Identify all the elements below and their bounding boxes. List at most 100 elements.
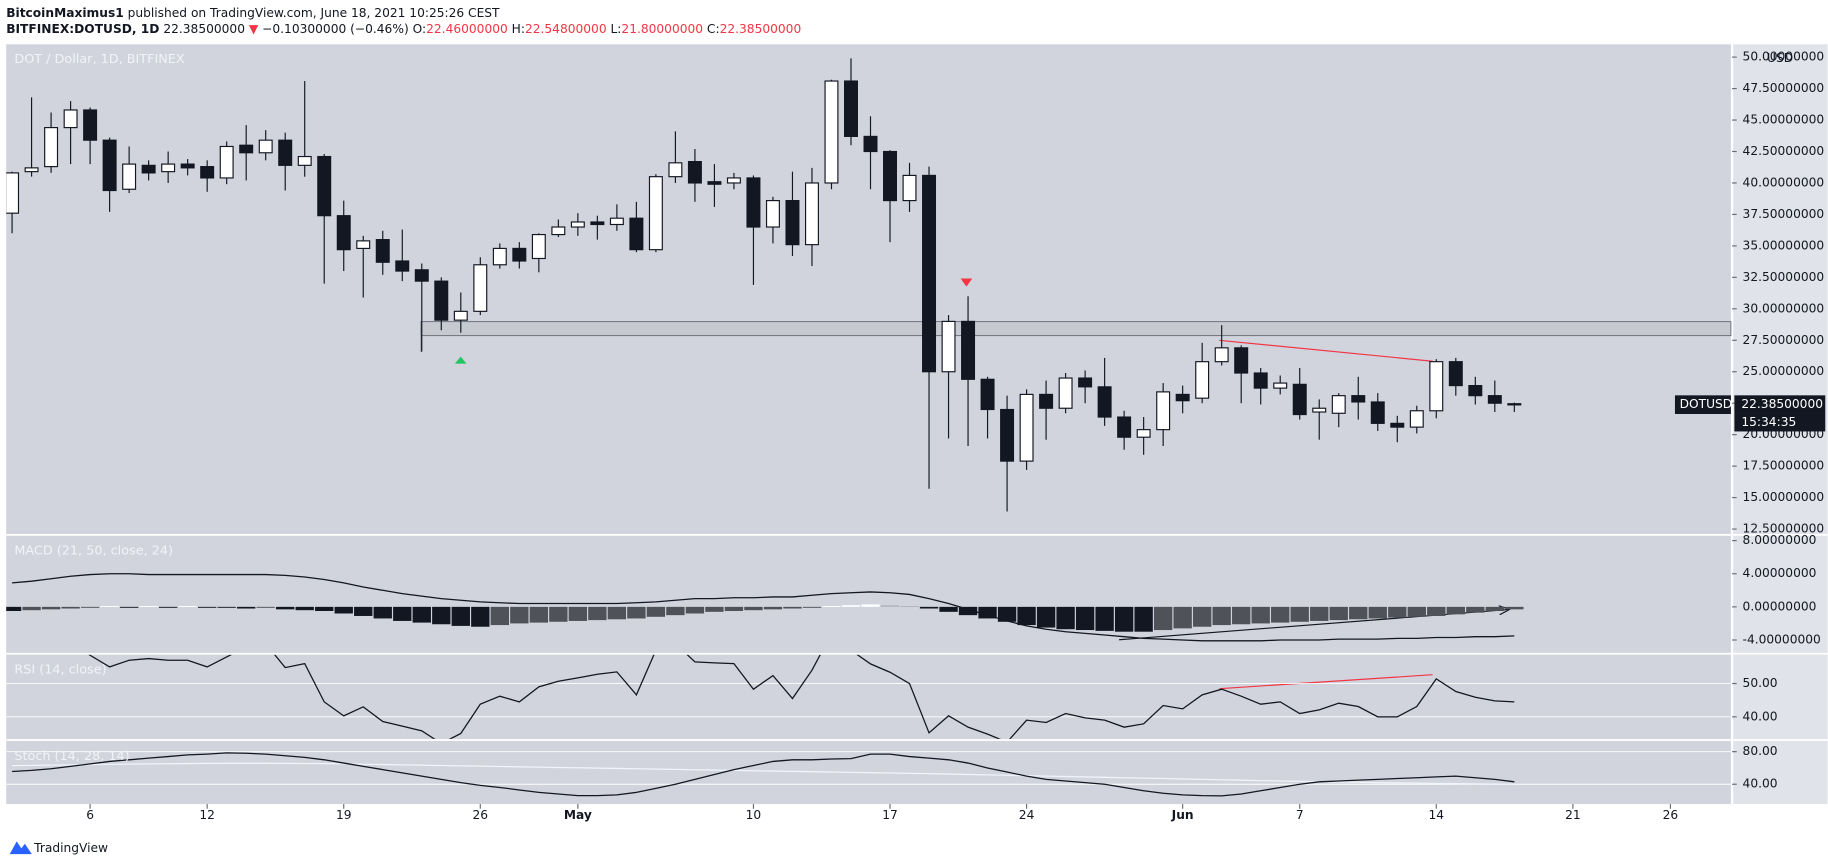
macd-histogram-bar xyxy=(783,606,802,609)
macd-histogram-bar xyxy=(1134,606,1153,632)
candle-body xyxy=(512,247,527,262)
candle-body xyxy=(395,260,410,272)
candle-body xyxy=(590,221,605,226)
candle-body xyxy=(980,378,995,411)
macd-histogram-bar xyxy=(256,606,275,608)
currency: USD xyxy=(1767,51,1793,65)
macd-histogram-bar xyxy=(627,606,646,619)
macd-histogram-bar xyxy=(1173,606,1192,629)
candle-body xyxy=(1487,395,1502,404)
candle-body xyxy=(1409,410,1424,428)
macd-histogram-bar xyxy=(1251,606,1270,624)
macd-histogram-bar xyxy=(354,606,373,616)
macd-histogram-bar xyxy=(588,606,607,621)
candle-body xyxy=(239,144,254,154)
pane-candlestick xyxy=(6,58,1522,512)
macd-histogram-bar xyxy=(1017,606,1036,626)
x-tick-label: 24 xyxy=(1019,808,1035,822)
support-zone xyxy=(420,321,1732,337)
candle-body xyxy=(1331,395,1346,414)
y-tick-label: 40.00000000 xyxy=(1743,175,1825,189)
candle-body xyxy=(102,139,117,192)
y-tick-label: 42.50000000 xyxy=(1743,144,1825,158)
candle-body xyxy=(141,164,156,174)
candle-body xyxy=(453,310,468,321)
x-tick-label: 26 xyxy=(1663,808,1679,822)
candle-body xyxy=(492,247,507,266)
macd-histogram-bar xyxy=(471,606,490,627)
price-trendline xyxy=(1219,339,1433,362)
rsi-line xyxy=(88,654,1515,739)
y-tick-label: 45.00000000 xyxy=(1743,113,1825,127)
macd-histogram-bar xyxy=(334,606,353,614)
candle-body xyxy=(1448,361,1463,387)
macd-histogram-bar xyxy=(295,606,314,611)
candle-body xyxy=(161,163,176,173)
y-tick-label: 8.00000000 xyxy=(1743,533,1817,547)
macd-histogram-bar xyxy=(646,606,666,617)
macd-histogram-bar xyxy=(119,606,139,608)
candle-body xyxy=(180,163,195,169)
candle-body xyxy=(1019,393,1034,462)
macd-histogram-bar xyxy=(1095,606,1114,631)
macd-histogram-bar xyxy=(802,606,822,608)
stoch-d-line xyxy=(12,762,1515,785)
candle-body xyxy=(629,217,644,251)
macd-histogram-bar xyxy=(744,606,763,611)
x-tick-label: 17 xyxy=(882,808,898,822)
y-tick-label: 50.00 xyxy=(1743,676,1778,690)
pane-title: RSI (14, close) xyxy=(14,663,106,678)
macd-histogram-bar xyxy=(1349,606,1368,620)
macd-histogram-bar xyxy=(763,606,783,610)
candle-body xyxy=(883,150,898,202)
candle-body xyxy=(1507,403,1522,406)
x-tick-label: 14 xyxy=(1429,808,1445,822)
macd-histogram-bar xyxy=(1388,606,1407,618)
candle-body xyxy=(922,174,937,373)
macd-histogram-bar xyxy=(1212,606,1231,626)
candle-body xyxy=(687,160,702,184)
y-tick-label: 47.50000000 xyxy=(1743,81,1825,95)
x-tick-label: 19 xyxy=(336,808,352,822)
y-tick-label: 35.00000000 xyxy=(1743,238,1825,252)
candle-body xyxy=(473,264,488,312)
candle-body xyxy=(1234,347,1249,374)
macd-line xyxy=(12,573,1515,642)
pane-title: MACD (21, 50, close, 24) xyxy=(14,544,173,559)
candle-body xyxy=(317,155,332,217)
macd-histogram-bar xyxy=(978,606,997,619)
x-tick-label: May xyxy=(564,808,592,822)
candle-body xyxy=(219,145,234,179)
x-tick-label: 10 xyxy=(746,808,762,822)
macd-histogram-bar xyxy=(900,606,919,607)
footer: TradingView xyxy=(9,841,108,855)
macd-histogram-bar xyxy=(880,605,900,607)
candle-body xyxy=(648,176,663,251)
y-tick-label: 27.50000000 xyxy=(1743,333,1825,347)
x-tick-label: 6 xyxy=(86,808,94,822)
macd-histogram-bar xyxy=(1505,606,1524,610)
candle-body xyxy=(278,139,293,166)
candle-body xyxy=(902,174,917,202)
sell-signal xyxy=(960,278,973,287)
macd-histogram-bar xyxy=(724,606,744,612)
candle-body xyxy=(414,269,429,282)
macd-histogram-bar xyxy=(6,606,22,612)
ohlc-value: 21.80000000 xyxy=(621,22,703,36)
candle-body xyxy=(1292,383,1307,416)
macd-histogram-bar xyxy=(1271,606,1290,623)
candle-body xyxy=(1468,385,1483,397)
macd-histogram-bar xyxy=(412,606,431,623)
candle-body xyxy=(707,181,722,185)
macd-histogram-bar xyxy=(1446,606,1465,615)
macd-histogram-bar xyxy=(861,604,880,607)
candle-body xyxy=(44,127,59,168)
macd-histogram-bar xyxy=(432,606,451,625)
macd-histogram-bar xyxy=(958,606,978,616)
last-price-box xyxy=(1734,395,1826,414)
macd-histogram-bar xyxy=(61,606,80,609)
candle-body xyxy=(941,320,956,373)
macd-histogram-bar xyxy=(1192,606,1212,627)
